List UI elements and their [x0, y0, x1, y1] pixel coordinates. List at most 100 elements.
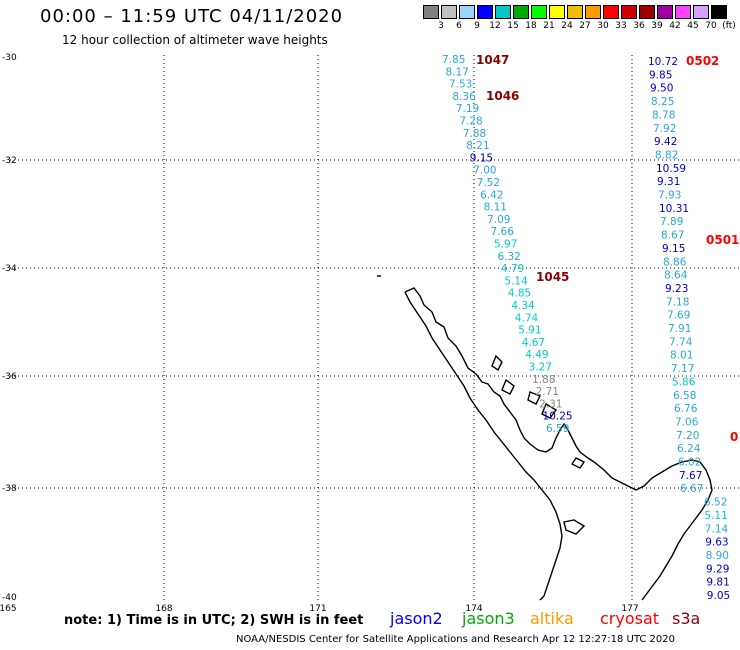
satellite-s3a: s3a: [672, 609, 701, 628]
wave-height-reading: 5.11: [704, 510, 727, 522]
pass-time-label: 0501: [706, 233, 739, 247]
scale-swatch: [441, 5, 457, 19]
wave-height-reading: 8.82: [655, 149, 678, 161]
satellite-cryosat: cryosat: [600, 609, 660, 628]
scale-tick-label: 21: [543, 21, 555, 31]
wave-height-reading: 2.31: [539, 398, 562, 410]
wave-height-reading: 8.86: [663, 256, 687, 268]
lat-label: -30: [2, 53, 17, 63]
wave-height-reading: 5.91: [518, 325, 541, 337]
wave-height-reading: 9.81: [706, 577, 729, 589]
wave-height-reading: 9.50: [650, 83, 673, 95]
scale-tick-label: 12: [489, 21, 501, 31]
scale-swatch: [657, 5, 673, 19]
satellite-jason3: jason3: [462, 609, 515, 628]
wave-height-reading: 9.15: [470, 152, 493, 164]
wave-height-reading: 8.64: [664, 270, 688, 282]
pass-time-label: 0502: [686, 54, 719, 68]
scale-swatch: [693, 5, 709, 19]
scale-tick-label: 9: [474, 21, 480, 31]
wave-height-reading: 8.36: [452, 91, 476, 103]
scale-tick-label: 36: [633, 21, 645, 31]
wave-height-reading: 7.66: [491, 226, 515, 238]
lat-lon-grid: [10, 55, 740, 600]
wave-height-reading: 9.31: [657, 176, 680, 188]
scale-swatch: [621, 5, 637, 19]
wave-height-reading: 2.71: [536, 386, 559, 398]
wave-height-reading: 10.72: [648, 56, 678, 68]
lon-label: 171: [309, 604, 326, 614]
wave-height-reading: 7.18: [666, 296, 689, 308]
scale-tick-label: 33: [615, 21, 627, 31]
scale-swatch: [423, 5, 439, 19]
wave-height-reading: 4.49: [525, 349, 548, 361]
wave-height-reading: 9.29: [706, 563, 729, 575]
scale-tick-label: 18: [525, 21, 537, 31]
wave-height-reading: 8.25: [651, 96, 674, 108]
wave-height-reading: 10.59: [656, 163, 686, 175]
wave-height-reading: 7.52: [477, 177, 500, 189]
scale-swatch: [531, 5, 547, 19]
satellite-altika: altika: [530, 609, 574, 628]
wave-height-reading: 9.42: [654, 136, 677, 148]
wave-height-reading: 4.85: [508, 288, 531, 300]
scale-tick-label: 27: [579, 21, 591, 31]
wave-height-color-scale: 3 6 9 12 15 18 21 24 27 30 33 36 39 42 45 70 (ft): [423, 5, 736, 32]
pass-time-label: 1045: [536, 270, 569, 284]
lon-label: 168: [155, 604, 172, 614]
wave-height-reading: 9.85: [649, 69, 672, 81]
scale-tick-label: (ft): [722, 21, 736, 31]
wave-height-reading: 7.74: [669, 336, 693, 348]
wave-height-reading: 8.67: [661, 230, 684, 242]
wave-height-reading: 7.67: [679, 470, 702, 482]
wave-height-reading: 8.11: [484, 202, 507, 214]
map-title: 00:00 – 11:59 UTC 04/11/2020: [40, 6, 344, 27]
satellite-jason2: jason2: [390, 609, 443, 628]
wave-height-reading: 6.76: [674, 403, 698, 415]
scale-tick-label: 30: [597, 21, 609, 31]
scale-swatch: [513, 5, 529, 19]
lon-label: 177: [621, 604, 638, 614]
scale-swatch: [567, 5, 583, 19]
scale-swatch: [459, 5, 475, 19]
scale-tick-label: 39: [651, 21, 663, 31]
wave-height-reading: 7.92: [653, 123, 676, 135]
wave-height-reading: 9.15: [662, 243, 685, 255]
wave-height-reading: 5.14: [504, 275, 528, 287]
wave-height-reading: 6.02: [678, 457, 701, 469]
wave-height-reading: 6.67: [680, 483, 703, 495]
lat-label: -36: [2, 372, 17, 382]
coastline: [377, 275, 713, 601]
lon-label: 174: [465, 604, 482, 614]
lat-label: -32: [2, 156, 17, 166]
track-labels: 7.858.177.538.367.197.287.888.219.157.00…: [442, 53, 739, 602]
wave-height-reading: 6.58: [673, 390, 696, 402]
wave-height-reading: 7.17: [671, 363, 694, 375]
wave-height-reading: 7.89: [660, 216, 683, 228]
lat-label: -38: [2, 484, 17, 494]
wave-height-reading: 5.97: [494, 239, 517, 251]
lat-label: -40: [2, 593, 17, 603]
wave-height-reading: 7.09: [487, 214, 510, 226]
scale-swatch: [585, 5, 601, 19]
wave-height-reading: 1.88: [532, 374, 555, 386]
wave-height-reading: 9.05: [707, 590, 730, 602]
wave-height-reading: 7.28: [459, 116, 482, 128]
scale-swatch: [477, 5, 493, 19]
wave-height-reading: 6.42: [480, 189, 503, 201]
pass-time-label: 0: [730, 430, 738, 444]
lon-label: 165: [0, 604, 17, 614]
scale-tick-label: 45: [687, 21, 699, 31]
wave-height-reading: 7.85: [442, 54, 465, 66]
scale-tick-label: 3: [438, 21, 444, 31]
wave-height-reading: 7.06: [675, 416, 699, 428]
wave-height-reading: 6.52: [704, 497, 727, 509]
wave-height-reading: 7.20: [676, 430, 699, 442]
scale-swatch: [711, 5, 727, 19]
wave-height-reading: 7.14: [705, 523, 729, 535]
wave-height-reading: 6.59: [546, 423, 569, 435]
wave-height-reading: 7.91: [668, 323, 691, 335]
wave-height-reading: 3.27: [529, 362, 552, 374]
